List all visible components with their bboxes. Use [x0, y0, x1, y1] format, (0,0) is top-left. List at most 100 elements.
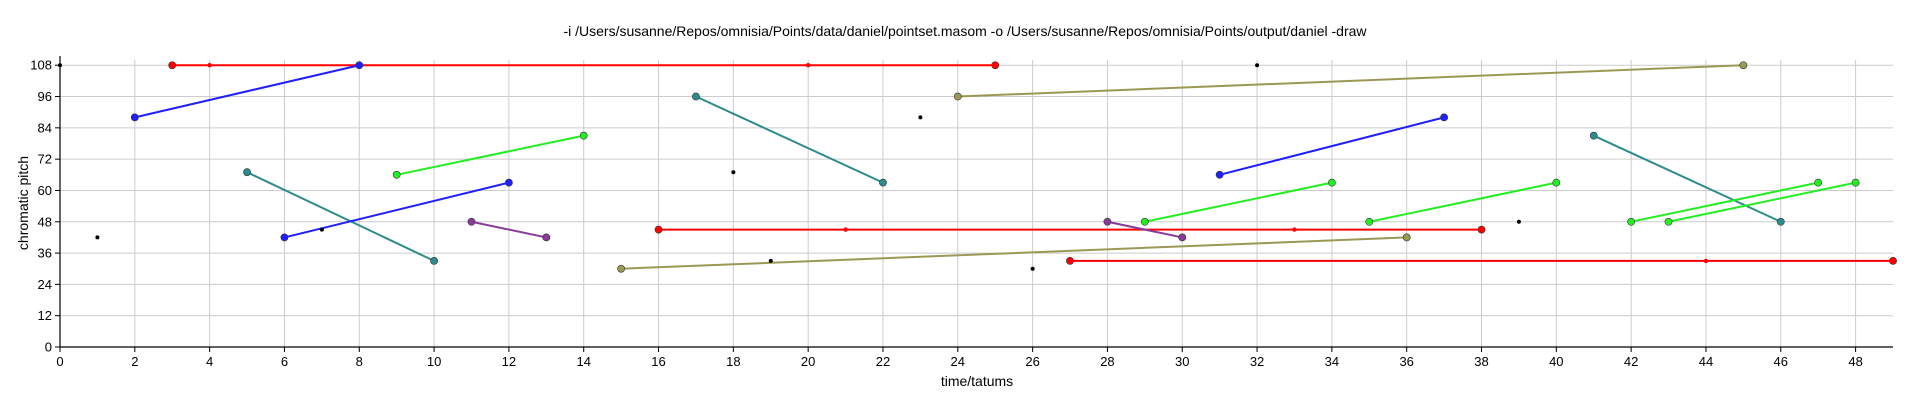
extra-points — [58, 63, 1709, 271]
x-tick-label: 16 — [651, 354, 665, 369]
x-tick-label: 4 — [206, 354, 213, 369]
data-point — [1140, 217, 1149, 226]
x-tick-label: 42 — [1624, 354, 1638, 369]
series-line — [471, 220, 547, 239]
isolated-point — [843, 227, 848, 232]
series-green-4 — [392, 131, 588, 179]
x-tick-label: 34 — [1325, 354, 1339, 369]
x-tick-label: 22 — [876, 354, 890, 369]
x-tick-label: 30 — [1175, 354, 1189, 369]
y-tick-label: 60 — [38, 183, 52, 198]
data-point — [1776, 217, 1785, 226]
data-point — [1215, 170, 1224, 179]
data-point — [654, 225, 663, 234]
x-tick-label: 18 — [726, 354, 740, 369]
x-tick-label: 32 — [1250, 354, 1264, 369]
y-tick-label: 36 — [38, 246, 52, 261]
x-tick-label: 26 — [1025, 354, 1039, 369]
isolated-point — [95, 235, 100, 240]
series-purple-13 — [1103, 217, 1187, 242]
isolated-point — [58, 63, 62, 68]
series-green-15 — [1627, 178, 1823, 226]
series-line — [695, 95, 884, 184]
data-point — [467, 217, 476, 226]
x-tick-label: 38 — [1474, 354, 1488, 369]
x-tick-label: 6 — [281, 354, 288, 369]
grid — [59, 60, 1893, 348]
x-tick-label: 12 — [502, 354, 516, 369]
y-tick-label: 84 — [38, 120, 52, 135]
series-green-16 — [1664, 178, 1860, 226]
data-point — [692, 92, 700, 101]
data-point — [1814, 178, 1823, 187]
data-point — [243, 168, 251, 177]
series-line — [1144, 181, 1333, 223]
x-tick-label: 44 — [1699, 354, 1713, 369]
series-line — [1219, 116, 1445, 176]
series-line — [396, 134, 584, 176]
isolated-point — [768, 258, 773, 263]
data-point — [1889, 256, 1897, 265]
y-tick-label: 72 — [38, 152, 52, 167]
isolated-point — [918, 115, 923, 120]
series-teal-5 — [243, 168, 438, 265]
data-point — [504, 178, 513, 187]
data-point — [430, 256, 438, 265]
x-tick-label: 0 — [56, 354, 63, 369]
data-point — [579, 131, 588, 140]
y-axis-title: chromatic pitch — [15, 156, 31, 250]
isolated-point — [805, 63, 811, 68]
data-point — [1178, 233, 1187, 242]
data-point — [1851, 178, 1860, 187]
series-teal-14 — [1589, 131, 1785, 226]
isolated-point — [1703, 258, 1709, 264]
data-point — [1103, 217, 1112, 226]
data-point — [355, 61, 364, 70]
series-line — [134, 64, 360, 119]
data-point — [1627, 217, 1636, 226]
series-olive-3 — [953, 61, 1748, 101]
isolated-point — [1516, 219, 1521, 224]
series-green-12 — [1365, 178, 1561, 226]
x-tick-label: 48 — [1848, 354, 1862, 369]
data-point — [1589, 131, 1598, 140]
y-tick-label: 96 — [38, 89, 52, 104]
series — [130, 61, 1897, 273]
series-blue-1 — [130, 61, 364, 122]
x-tick-label: 10 — [427, 354, 441, 369]
series-line — [1668, 181, 1856, 223]
isolated-point — [731, 170, 736, 175]
x-tick-label: 46 — [1774, 354, 1788, 369]
series-line — [621, 236, 1407, 270]
series-line — [246, 171, 435, 262]
data-point — [280, 233, 289, 242]
data-point — [130, 113, 139, 122]
y-tick-label: 108 — [30, 58, 52, 73]
x-tick-label: 14 — [576, 354, 590, 369]
x-tick-label: 28 — [1100, 354, 1114, 369]
data-point — [617, 264, 626, 273]
x-tick-label: 8 — [356, 354, 363, 369]
series-line — [1630, 181, 1819, 223]
data-point — [168, 61, 177, 70]
data-point — [1066, 256, 1074, 265]
series-red-8 — [654, 225, 1486, 234]
x-tick-label: 24 — [951, 354, 965, 369]
data-point — [1664, 217, 1673, 226]
y-tick-label: 0 — [45, 340, 52, 355]
x-tick-label: 40 — [1549, 354, 1563, 369]
isolated-point — [319, 227, 324, 232]
isolated-point — [207, 63, 212, 68]
chart-title: -i /Users/susanne/Repos/omnisia/Points/d… — [563, 23, 1367, 39]
series-line — [1369, 181, 1557, 223]
data-point — [1739, 61, 1748, 70]
series-red-0 — [168, 61, 1000, 70]
data-point — [542, 233, 551, 242]
data-point — [1477, 225, 1486, 234]
data-point — [953, 92, 962, 101]
x-axis-title: time/tatums — [941, 373, 1013, 389]
isolated-point — [1255, 63, 1260, 68]
data-point — [1327, 178, 1336, 187]
